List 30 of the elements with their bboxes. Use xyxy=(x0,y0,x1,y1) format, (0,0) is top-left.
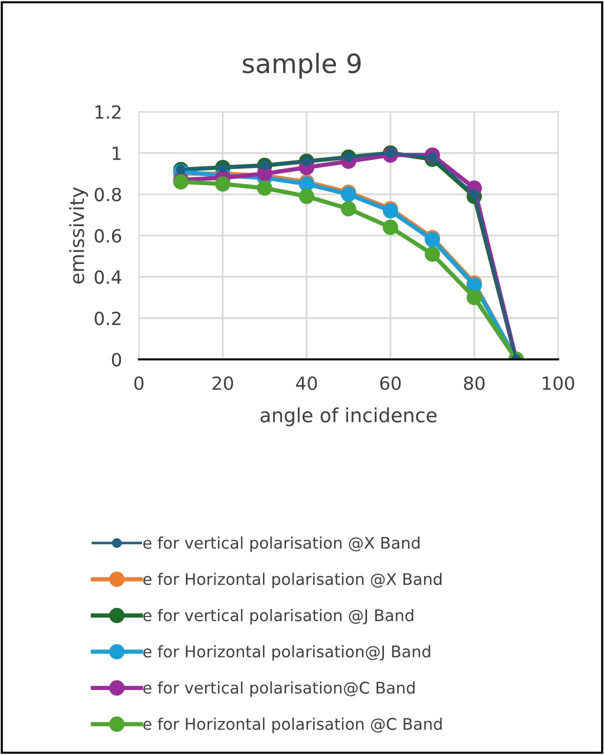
point xyxy=(173,174,188,190)
x-axis-title: angle of incidence xyxy=(260,407,437,426)
x-tick-label: 100 xyxy=(542,376,574,390)
x-tick-label: 20 xyxy=(212,376,234,390)
y-tick-label: 1.2 xyxy=(96,105,120,119)
y-tick-label: 0 xyxy=(112,352,122,366)
x-tick-label: 80 xyxy=(464,376,485,390)
point xyxy=(340,201,356,216)
legend-label: e for Horizontal polarisation @X Band xyxy=(143,572,442,588)
legend-label: e for Horizontal polarisation @C Band xyxy=(143,718,442,734)
chart-title: sample 9 xyxy=(242,52,361,78)
y-axis-title: emissivity xyxy=(69,187,88,284)
point xyxy=(257,180,272,196)
point xyxy=(298,188,314,204)
x-tick-label: 40 xyxy=(296,376,317,390)
y-tick-label: 0.8 xyxy=(94,188,122,202)
legend-label: e for vertical polarisation @J Band xyxy=(143,608,414,624)
y-tick-label: 0.2 xyxy=(94,312,120,326)
x-tick-label: 0 xyxy=(134,376,144,390)
y-tick-label: 0.4 xyxy=(94,270,122,284)
y-tick-label: 1 xyxy=(112,146,121,160)
point xyxy=(215,176,230,192)
legend-label: e for Horizontal polarisation@J Band xyxy=(143,645,430,661)
x-tick-label: 60 xyxy=(380,376,401,390)
legend-label: e for vertical polarisation @X Band xyxy=(143,536,420,552)
point xyxy=(466,290,482,306)
point xyxy=(424,246,440,262)
point xyxy=(382,220,398,235)
y-tick-label: 0.6 xyxy=(94,229,122,243)
legend-label: e for vertical polarisation@C Band xyxy=(143,681,415,697)
